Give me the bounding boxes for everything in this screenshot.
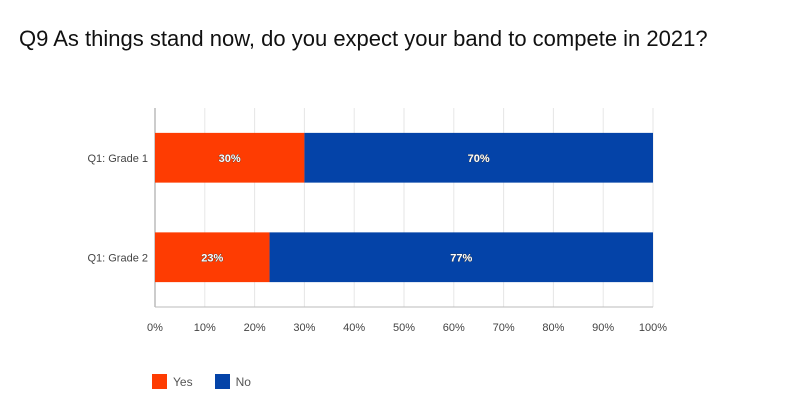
data-label: 30% <box>219 153 241 165</box>
y-category-label: Q1: Grade 2 <box>87 252 148 264</box>
legend-swatch-no <box>214 374 230 389</box>
chart-title: Q9 As things stand now, do you expect yo… <box>19 26 708 51</box>
y-category-label: Q1: Grade 1 <box>87 153 148 165</box>
data-label: 23% <box>201 252 223 264</box>
x-tick-label: 10% <box>194 322 216 334</box>
x-tick-label: 30% <box>293 322 315 334</box>
legend: Yes No <box>152 374 251 389</box>
x-tick-label: 40% <box>343 322 365 334</box>
legend-label-yes: Yes <box>173 374 193 389</box>
data-label: 77% <box>450 252 472 264</box>
x-tick-label: 0% <box>147 322 163 334</box>
bar-segment-yes <box>155 132 305 183</box>
legend-item-yes[interactable]: Yes <box>152 374 193 389</box>
legend-item-no[interactable]: No <box>214 374 251 389</box>
bar-segment-yes <box>155 232 270 283</box>
bar-segment-no <box>269 232 653 283</box>
legend-label-no: No <box>235 374 251 389</box>
x-tick-label: 100% <box>639 322 667 334</box>
x-tick-label: 90% <box>592 322 614 334</box>
bar-segment-no <box>304 132 653 183</box>
x-tick-label: 80% <box>542 322 564 334</box>
x-tick-label: 70% <box>493 322 515 334</box>
x-tick-label: 50% <box>393 322 415 334</box>
x-tick-label: 60% <box>443 322 465 334</box>
x-tick-label: 20% <box>244 322 266 334</box>
data-label: 70% <box>468 153 490 165</box>
legend-swatch-yes <box>152 374 167 389</box>
